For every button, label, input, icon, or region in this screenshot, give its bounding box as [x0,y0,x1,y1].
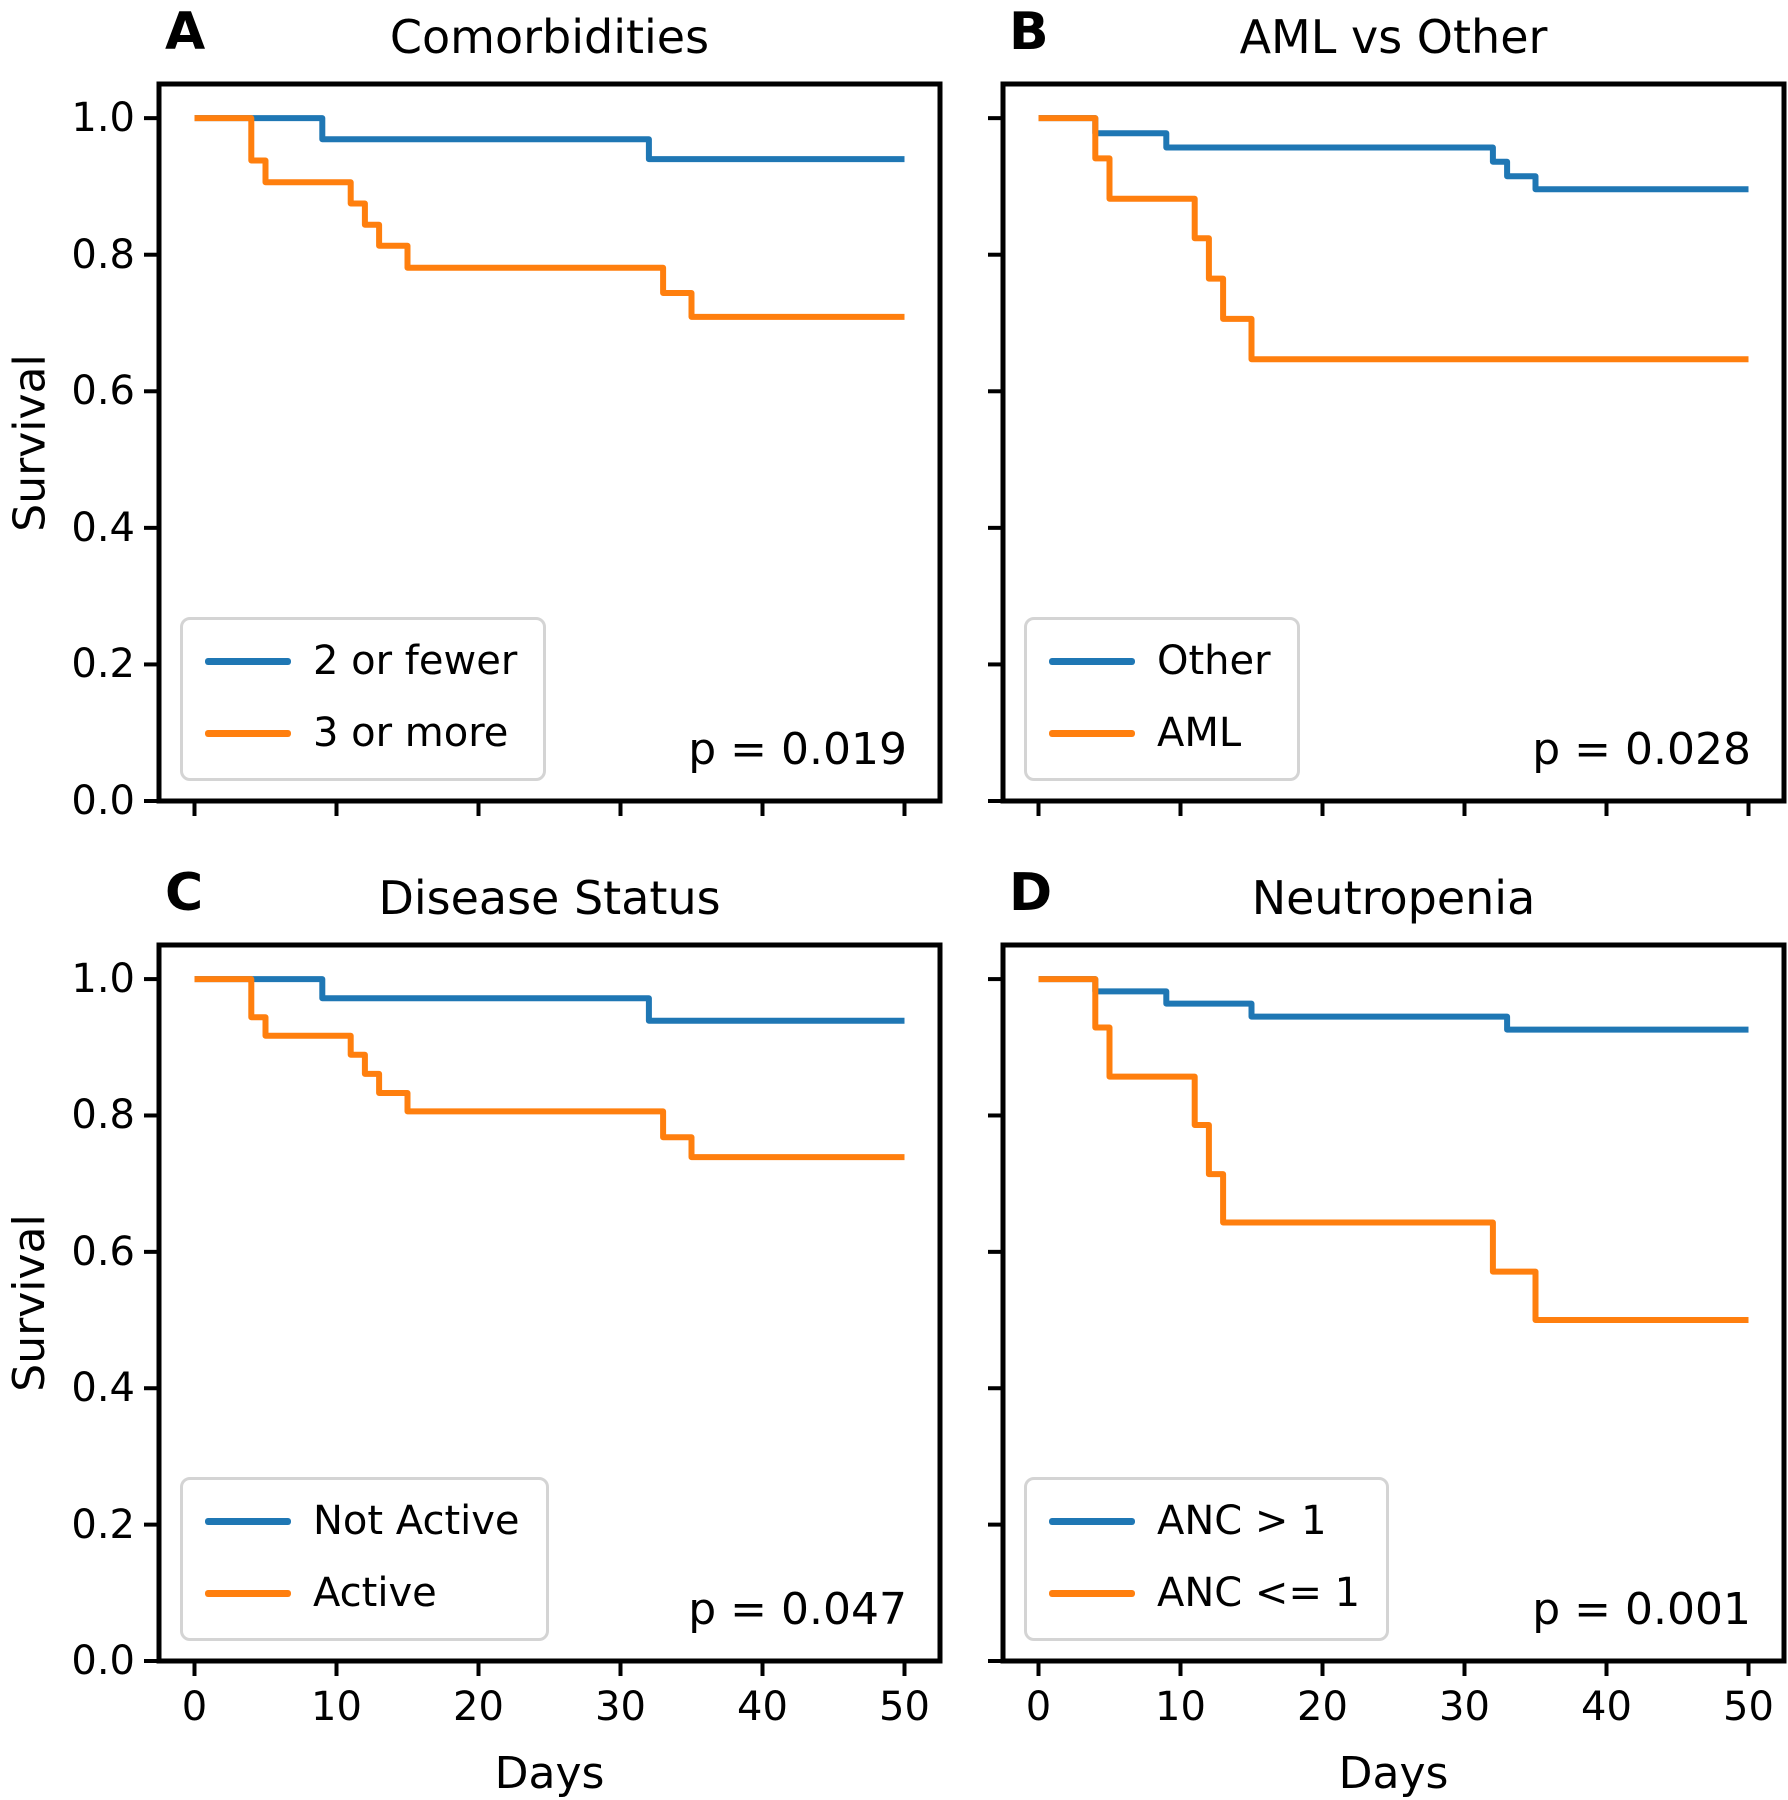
legend-entry: Not Active [205,1496,520,1546]
y-axis-label-c: Survival [4,1214,55,1392]
plot-area-a [144,81,943,816]
x-tick-label: 50 [1723,1684,1774,1730]
legend-entry: 3 or more [205,708,517,758]
y-tick-label: 0.6 [71,1228,135,1275]
legend-line-blue-icon [1049,657,1135,665]
legend-a: 2 or fewer 3 or more [180,617,547,781]
legend-entry: Active [205,1568,520,1618]
y-tick-label: 0.8 [71,231,135,278]
legend-label: Not Active [313,1498,520,1544]
x-axis-label-d: Days [1338,1748,1449,1799]
panel-title-a: Comorbidities [389,10,710,64]
p-value-a: p = 0.019 [688,724,907,775]
y-tick-label: 0.2 [71,641,135,688]
survival-curve-d-blue [1038,976,1749,1033]
plot-spines [156,81,943,804]
legend-label: ANC > 1 [1157,1498,1327,1544]
legend-b: Other AML [1024,617,1300,781]
legend-label: Active [313,1570,437,1616]
legend-line-orange-icon [1049,1589,1135,1597]
survival-curve-c-orange [194,976,905,1161]
legend-d: ANC > 1 ANC <= 1 [1024,1477,1390,1641]
panel-title-c: Disease Status [378,871,721,925]
survival-curve-d-orange [1038,976,1749,1323]
x-tick-label: 0 [1025,1684,1052,1730]
plot-area-d [988,942,1787,1676]
legend-label: AML [1157,710,1242,756]
p-value-c: p = 0.047 [688,1584,907,1635]
y-axis-label-a: Survival [4,353,55,532]
x-tick-label: 10 [311,1684,362,1730]
x-tick-label: 20 [1297,1684,1348,1730]
survival-curve-a-orange [194,115,905,320]
y-tick-label: 0.0 [71,1638,135,1684]
plot-spines [156,942,943,1664]
y-tick-label: 0.2 [71,1501,135,1548]
legend-label: 2 or fewer [313,638,518,684]
panel-title-d: Neutropenia [1251,871,1536,925]
legend-label: Other [1157,638,1271,684]
panel-letter-c: C [165,863,204,923]
p-value-b: p = 0.028 [1532,724,1751,775]
survival-curve-b-orange [1038,115,1749,363]
y-tick-label: 1.0 [71,95,135,142]
y-tick-label: 0.4 [71,504,135,551]
y-tick-label: 0.6 [71,368,135,415]
survival-curve-c-blue [194,976,905,1024]
x-tick-label: 10 [1155,1684,1206,1730]
plot-spines [1000,942,1787,1664]
legend-line-blue-icon [205,657,291,665]
plot-spines [1000,81,1787,804]
legend-entry: AML [1049,708,1271,758]
legend-line-blue-icon [1049,1517,1135,1525]
x-tick-label: 20 [453,1684,504,1730]
x-tick-label: 50 [879,1684,930,1730]
x-tick-label: 40 [1581,1684,1632,1730]
legend-line-orange-icon [205,729,291,737]
legend-label: ANC <= 1 [1157,1570,1361,1616]
legend-entry: 2 or fewer [205,636,517,686]
plot-area-b [988,81,1787,816]
legend-c: Not Active Active [180,1477,549,1641]
legend-entry: Other [1049,636,1271,686]
y-tick-label: 1.0 [71,956,135,1003]
x-tick-label: 30 [1439,1684,1490,1730]
survival-curve-b-blue [1038,115,1749,193]
x-axis-label-c: Days [494,1748,605,1799]
plot-area-c [144,942,943,1676]
panel-letter-a: A [165,2,206,62]
x-tick-label: 0 [181,1684,208,1730]
x-tick-label: 40 [737,1684,788,1730]
panel-letter-d: D [1009,863,1053,923]
y-tick-label: 0.4 [71,1365,135,1412]
legend-label: 3 or more [313,710,509,756]
survival-curve-a-blue [194,115,905,163]
legend-line-orange-icon [205,1589,291,1597]
panel-title-b: AML vs Other [1239,10,1548,64]
panel-letter-b: B [1009,2,1049,62]
y-tick-label: 0.0 [71,778,135,824]
legend-entry: ANC <= 1 [1049,1568,1360,1618]
p-value-d: p = 0.001 [1532,1584,1751,1635]
legend-line-blue-icon [205,1517,291,1525]
legend-line-orange-icon [1049,729,1135,737]
y-tick-label: 0.8 [71,1092,135,1139]
legend-entry: ANC > 1 [1049,1496,1360,1546]
x-tick-label: 30 [595,1684,646,1730]
